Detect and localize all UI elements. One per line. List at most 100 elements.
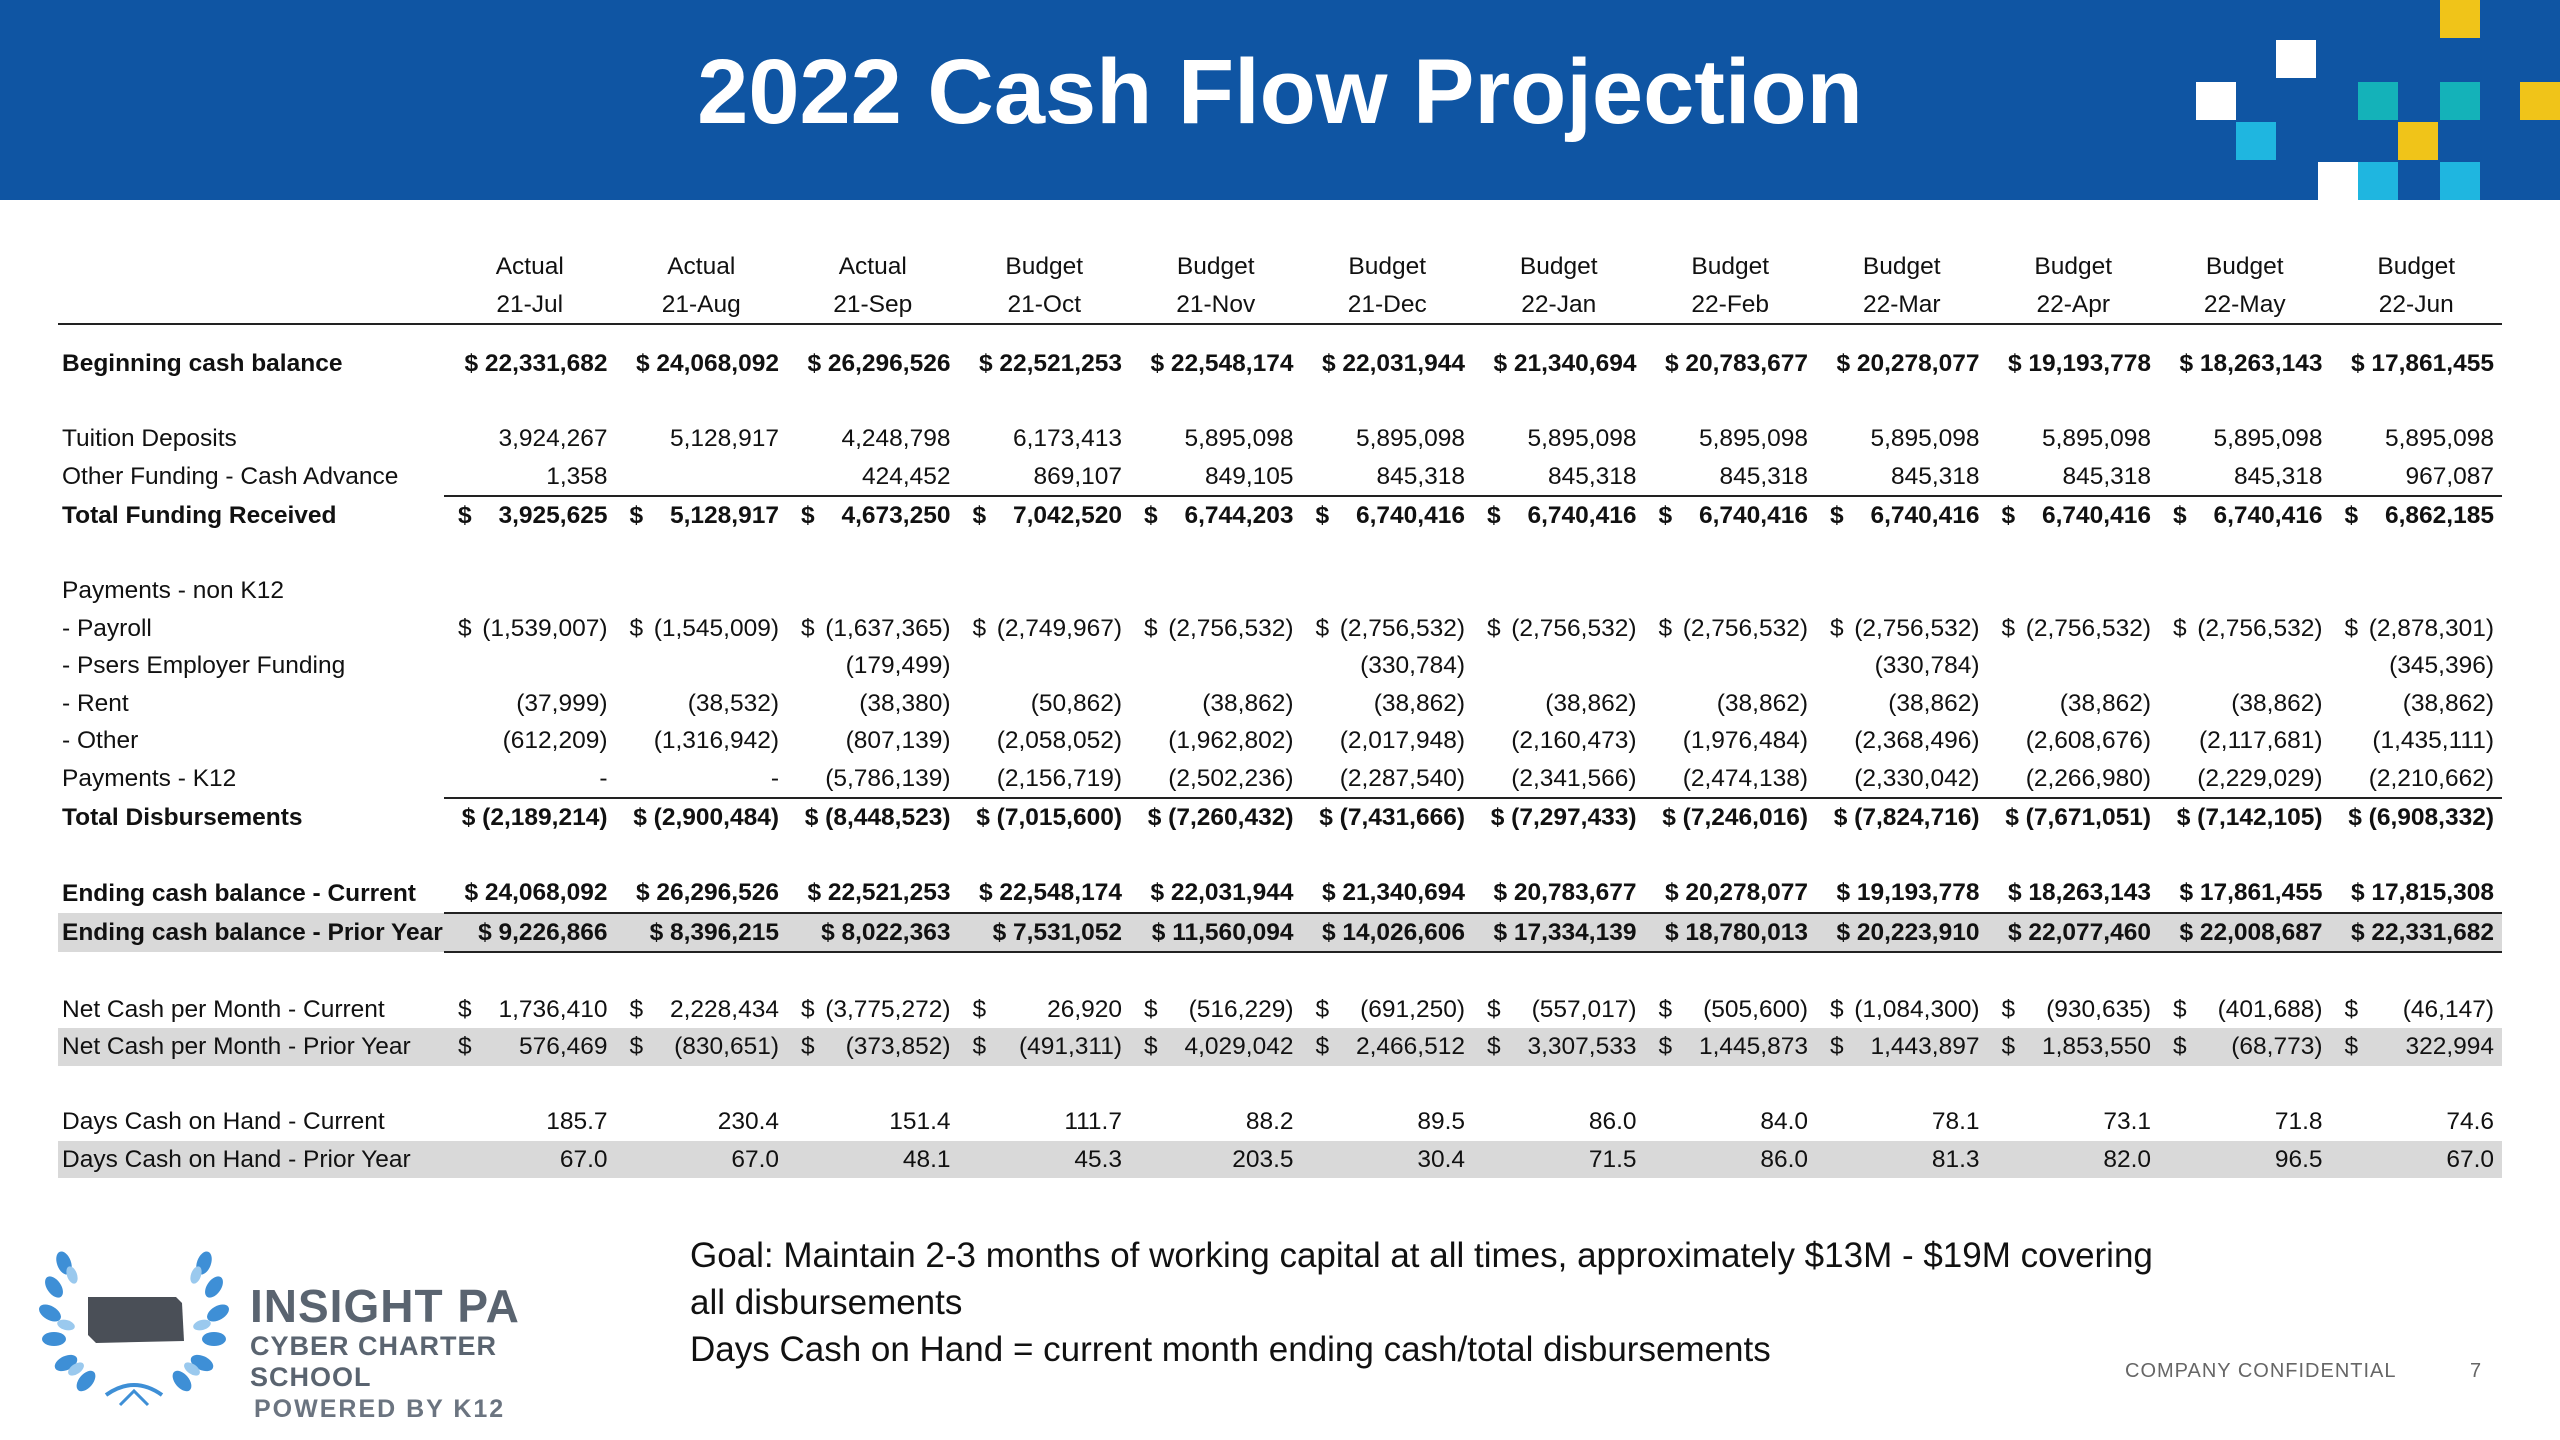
table-cell: (2,210,662) bbox=[2368, 764, 2494, 792]
table-cell: $ (401,688) bbox=[2159, 991, 2331, 1029]
currency-symbol: $ bbox=[1487, 1033, 1501, 1060]
table-cell: (2,229,029) bbox=[2197, 764, 2323, 792]
table-cell: 5,895,098 bbox=[2213, 425, 2323, 452]
currency-symbol: $ bbox=[2001, 995, 2016, 1023]
cell-value: 2,466,512 bbox=[1356, 1033, 1465, 1060]
currency-symbol: $ bbox=[1315, 995, 1330, 1023]
decor-square bbox=[2398, 122, 2438, 160]
cell-value: 3,925,625 bbox=[498, 502, 608, 529]
table-spacer bbox=[58, 383, 2502, 421]
table-cell: (179,499) bbox=[845, 652, 951, 679]
table-cell: 82.0 bbox=[1987, 1140, 2159, 1178]
cell-content: $322,994 bbox=[2331, 1028, 2503, 1066]
cell-value: 2,228,434 bbox=[670, 995, 779, 1023]
cell-value: 1,445,873 bbox=[1699, 1033, 1808, 1060]
table-cell: 849,105 bbox=[1204, 462, 1294, 490]
cell-content: $3,925,625 bbox=[444, 497, 616, 535]
cell-value: 6,740,416 bbox=[2213, 502, 2323, 529]
currency-symbol: $ bbox=[2173, 1033, 2187, 1060]
table-cell bbox=[1302, 572, 1474, 610]
table-cell: 30.4 bbox=[1301, 1140, 1473, 1178]
table-cell: (2,368,496) bbox=[1854, 727, 1980, 754]
table-row: Other Funding - Cash Advance 1,358 424,452… bbox=[58, 458, 2502, 497]
table-cell: $ (46,147) bbox=[2331, 991, 2503, 1029]
cell-content: $6,740,416 bbox=[1473, 497, 1645, 535]
cell-content: $ (2,756,532) bbox=[1473, 610, 1645, 648]
cell-content: $6,740,416 bbox=[1988, 497, 2160, 535]
table-cell: $ (7,260,432) bbox=[1130, 797, 1302, 837]
table-cell: 5,895,098 bbox=[1356, 425, 1465, 452]
table-row: - Payroll $ (1,539,007) $ (1,545,009) $ (1,637… bbox=[58, 610, 2502, 648]
table-cell: $6,740,416 bbox=[1301, 495, 1473, 535]
table-cell bbox=[1816, 572, 1988, 610]
goal-line-2: all disbursements bbox=[690, 1283, 963, 1322]
table-cell: $ (491,311) bbox=[958, 1028, 1130, 1066]
currency-symbol: $ bbox=[2001, 1033, 2016, 1060]
table-row: - Other (612,209) (1,316,942) (807,139) (2,0… bbox=[58, 722, 2502, 760]
table-cell: (2,266,980) bbox=[2025, 764, 2151, 792]
currency-symbol: $ bbox=[2173, 995, 2187, 1023]
table-cell: $ 22,031,944 bbox=[1130, 874, 1302, 914]
table-cell: 96.5 bbox=[2159, 1140, 2331, 1178]
table-cell bbox=[1473, 572, 1645, 610]
cell-content: $ (3,775,272) bbox=[787, 991, 959, 1029]
table-cell: (1,962,802) bbox=[1168, 727, 1294, 754]
table-cell: $ 22,077,460 bbox=[1987, 912, 2159, 953]
row-label: Days Cash on Hand - Current bbox=[62, 1108, 385, 1135]
table-cell: $322,994 bbox=[2330, 1028, 2503, 1066]
table-cell: (1,435,111) bbox=[2372, 727, 2494, 754]
row-label: Net Cash per Month - Prior Year bbox=[58, 1028, 444, 1066]
table-cell: $ 17,861,455 bbox=[2350, 350, 2494, 377]
table-cell: 88.2 bbox=[1245, 1108, 1294, 1135]
currency-symbol: $ bbox=[2173, 614, 2187, 642]
table-cell: $ (2,756,532) bbox=[1816, 610, 1988, 648]
table-cell: $ 22,548,174 bbox=[958, 874, 1130, 914]
cell-value: 6,740,416 bbox=[1870, 502, 1980, 529]
cell-value: 1,443,897 bbox=[1870, 1033, 1980, 1060]
table-cell: $3,307,533 bbox=[1473, 1028, 1645, 1066]
table-cell: $7,042,520 bbox=[958, 495, 1130, 535]
table-cell bbox=[616, 647, 788, 685]
table-cell: $6,862,185 bbox=[2330, 495, 2502, 535]
table-cell: $ 8,396,215 bbox=[615, 912, 787, 953]
table-cell: (37,999) bbox=[516, 689, 608, 717]
table-cell: $ 21,340,694 bbox=[1493, 350, 1637, 377]
table-cell: $ 22,031,944 bbox=[1321, 350, 1465, 377]
table-cell: $ 24,068,092 bbox=[635, 350, 779, 377]
slide-title: 2022 Cash Flow Projection bbox=[697, 41, 1863, 143]
table-cell: (2,156,719) bbox=[996, 764, 1122, 792]
table-cell: $ (7,297,433) bbox=[1473, 797, 1645, 837]
cell-value: (2,878,301) bbox=[2368, 614, 2494, 642]
table-cell: (2,502,236) bbox=[1168, 764, 1294, 792]
logo-name: INSIGHT PA bbox=[250, 1280, 520, 1332]
logo-powered-by: POWERED BY K12 bbox=[254, 1395, 506, 1423]
table-cell: $ (505,600) bbox=[1645, 991, 1817, 1029]
table-cell: $ 9,226,866 bbox=[444, 912, 616, 953]
cell-content: $4,029,042 bbox=[1130, 1028, 1302, 1066]
cell-content: $26,920 bbox=[959, 991, 1131, 1029]
cell-value: (2,756,532) bbox=[2197, 614, 2323, 642]
decor-square bbox=[2440, 82, 2480, 120]
currency-symbol: $ bbox=[972, 502, 987, 529]
currency-symbol: $ bbox=[1487, 614, 1501, 642]
currency-symbol: $ bbox=[972, 614, 987, 642]
table-cell: 86.0 bbox=[1588, 1108, 1637, 1135]
table-cell: $ (1,545,009) bbox=[616, 610, 788, 648]
table-cell: $ 8,022,363 bbox=[787, 912, 959, 953]
cell-content: $ (557,017) bbox=[1473, 991, 1645, 1029]
table-cell bbox=[787, 572, 959, 610]
table-cell: $ 22,331,682 bbox=[2330, 912, 2502, 953]
table-cell: $ (7,246,016) bbox=[1644, 797, 1816, 837]
table-cell: $ (2,749,967) bbox=[959, 610, 1131, 648]
goal-note: Goal: Maintain 2-3 months of working cap… bbox=[690, 1232, 2153, 1373]
row-label: - Payroll bbox=[62, 614, 152, 642]
cell-content: $ (2,756,532) bbox=[1645, 610, 1817, 648]
table-row: Payments - K12 - - (5,786,139) (2,156,719) (2… bbox=[58, 760, 2502, 799]
table-cell: $ (68,773) bbox=[2159, 1028, 2331, 1066]
table-cell: $ (2,900,484) bbox=[615, 797, 787, 837]
table-cell: $ 18,263,143 bbox=[1987, 874, 2159, 914]
table-cell: $ (516,229) bbox=[1130, 991, 1302, 1029]
cell-value: (505,600) bbox=[1703, 995, 1808, 1023]
decor-square bbox=[2276, 40, 2316, 78]
table-spacer bbox=[58, 837, 2502, 875]
